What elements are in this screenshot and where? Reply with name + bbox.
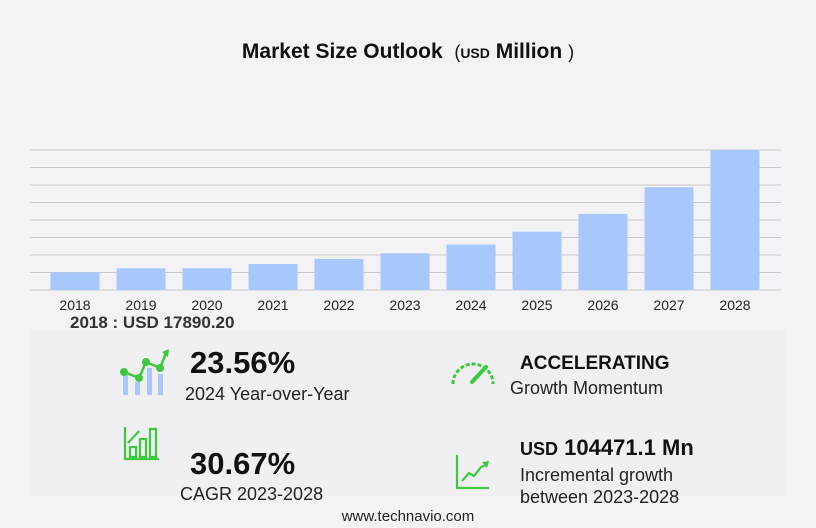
bar-2026	[578, 213, 628, 290]
bar-2027	[644, 187, 694, 290]
bar-2020	[182, 268, 232, 290]
line-trend-icon	[455, 455, 489, 490]
bar-2024	[446, 244, 496, 290]
bar-2018	[50, 272, 100, 290]
x-tick-label: 2021	[257, 297, 288, 313]
growth-chart-icon	[120, 349, 169, 395]
bar-2023	[380, 253, 430, 290]
bar-2021	[248, 264, 298, 290]
x-tick-label: 2028	[719, 297, 750, 313]
momentum-value: ACCELERATING	[520, 353, 670, 374]
incremental-label-2: between 2023-2028	[520, 487, 680, 507]
x-tick-label: 2027	[653, 297, 684, 313]
speedometer-icon	[451, 362, 495, 385]
footer-url: www.technavio.com	[341, 508, 475, 525]
bar-growth-icon	[123, 427, 159, 461]
cagr-value: 30.67%	[190, 446, 296, 481]
bar-2019	[116, 268, 166, 290]
x-tick-label: 2018	[59, 297, 90, 313]
x-tick-label: 2019	[125, 297, 156, 313]
x-tick-label: 2024	[455, 297, 486, 313]
incremental-label-1: Incremental growth	[520, 465, 674, 485]
base-year-label: 2018 : USD 17890.20	[70, 313, 235, 332]
x-tick-label: 2025	[521, 297, 552, 313]
momentum-label: Growth Momentum	[510, 378, 664, 398]
cagr-label: CAGR 2023-2028	[180, 484, 324, 504]
bar-2025	[512, 231, 562, 290]
bar-chart: 2018 2019 2020 2021 2022 2023 2024 2025 2026 2027…	[30, 149, 781, 313]
kpi-panel	[30, 330, 786, 496]
yoy-value: 23.56%	[190, 345, 296, 380]
chart-title: Market Size Outlook (USD Million )	[241, 40, 575, 63]
incremental-value: USD 104471.1 Mn	[520, 435, 694, 460]
x-tick-label: 2023	[389, 297, 420, 313]
bar-2028	[710, 150, 760, 290]
x-tick-label: 2026	[587, 297, 618, 313]
bar-2022	[314, 258, 364, 290]
x-tick-label: 2022	[323, 297, 354, 313]
x-tick-label: 2020	[191, 297, 222, 313]
yoy-label: 2024 Year-over-Year	[185, 384, 350, 404]
